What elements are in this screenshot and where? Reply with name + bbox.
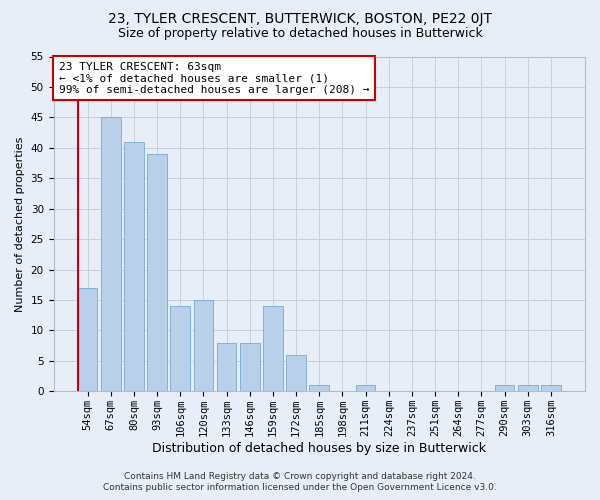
Y-axis label: Number of detached properties: Number of detached properties [15,136,25,312]
Bar [101,118,121,392]
X-axis label: Distribution of detached houses by size in Butterwick: Distribution of detached houses by size … [152,442,486,455]
Bar [147,154,167,392]
Text: Size of property relative to detached houses in Butterwick: Size of property relative to detached ho… [118,28,482,40]
Bar [286,355,306,392]
Bar [310,385,329,392]
Text: Contains HM Land Registry data © Crown copyright and database right 2024.
Contai: Contains HM Land Registry data © Crown c… [103,472,497,492]
Text: 23 TYLER CRESCENT: 63sqm
← <1% of detached houses are smaller (1)
99% of semi-de: 23 TYLER CRESCENT: 63sqm ← <1% of detach… [59,62,370,94]
Bar [518,385,538,392]
Bar [263,306,283,392]
Bar [356,385,376,392]
Bar [217,342,236,392]
Text: 23, TYLER CRESCENT, BUTTERWICK, BOSTON, PE22 0JT: 23, TYLER CRESCENT, BUTTERWICK, BOSTON, … [108,12,492,26]
Bar [240,342,260,392]
Bar [495,385,514,392]
Bar [124,142,144,392]
Bar [194,300,213,392]
Bar [77,288,97,392]
Bar [170,306,190,392]
Bar [541,385,561,392]
